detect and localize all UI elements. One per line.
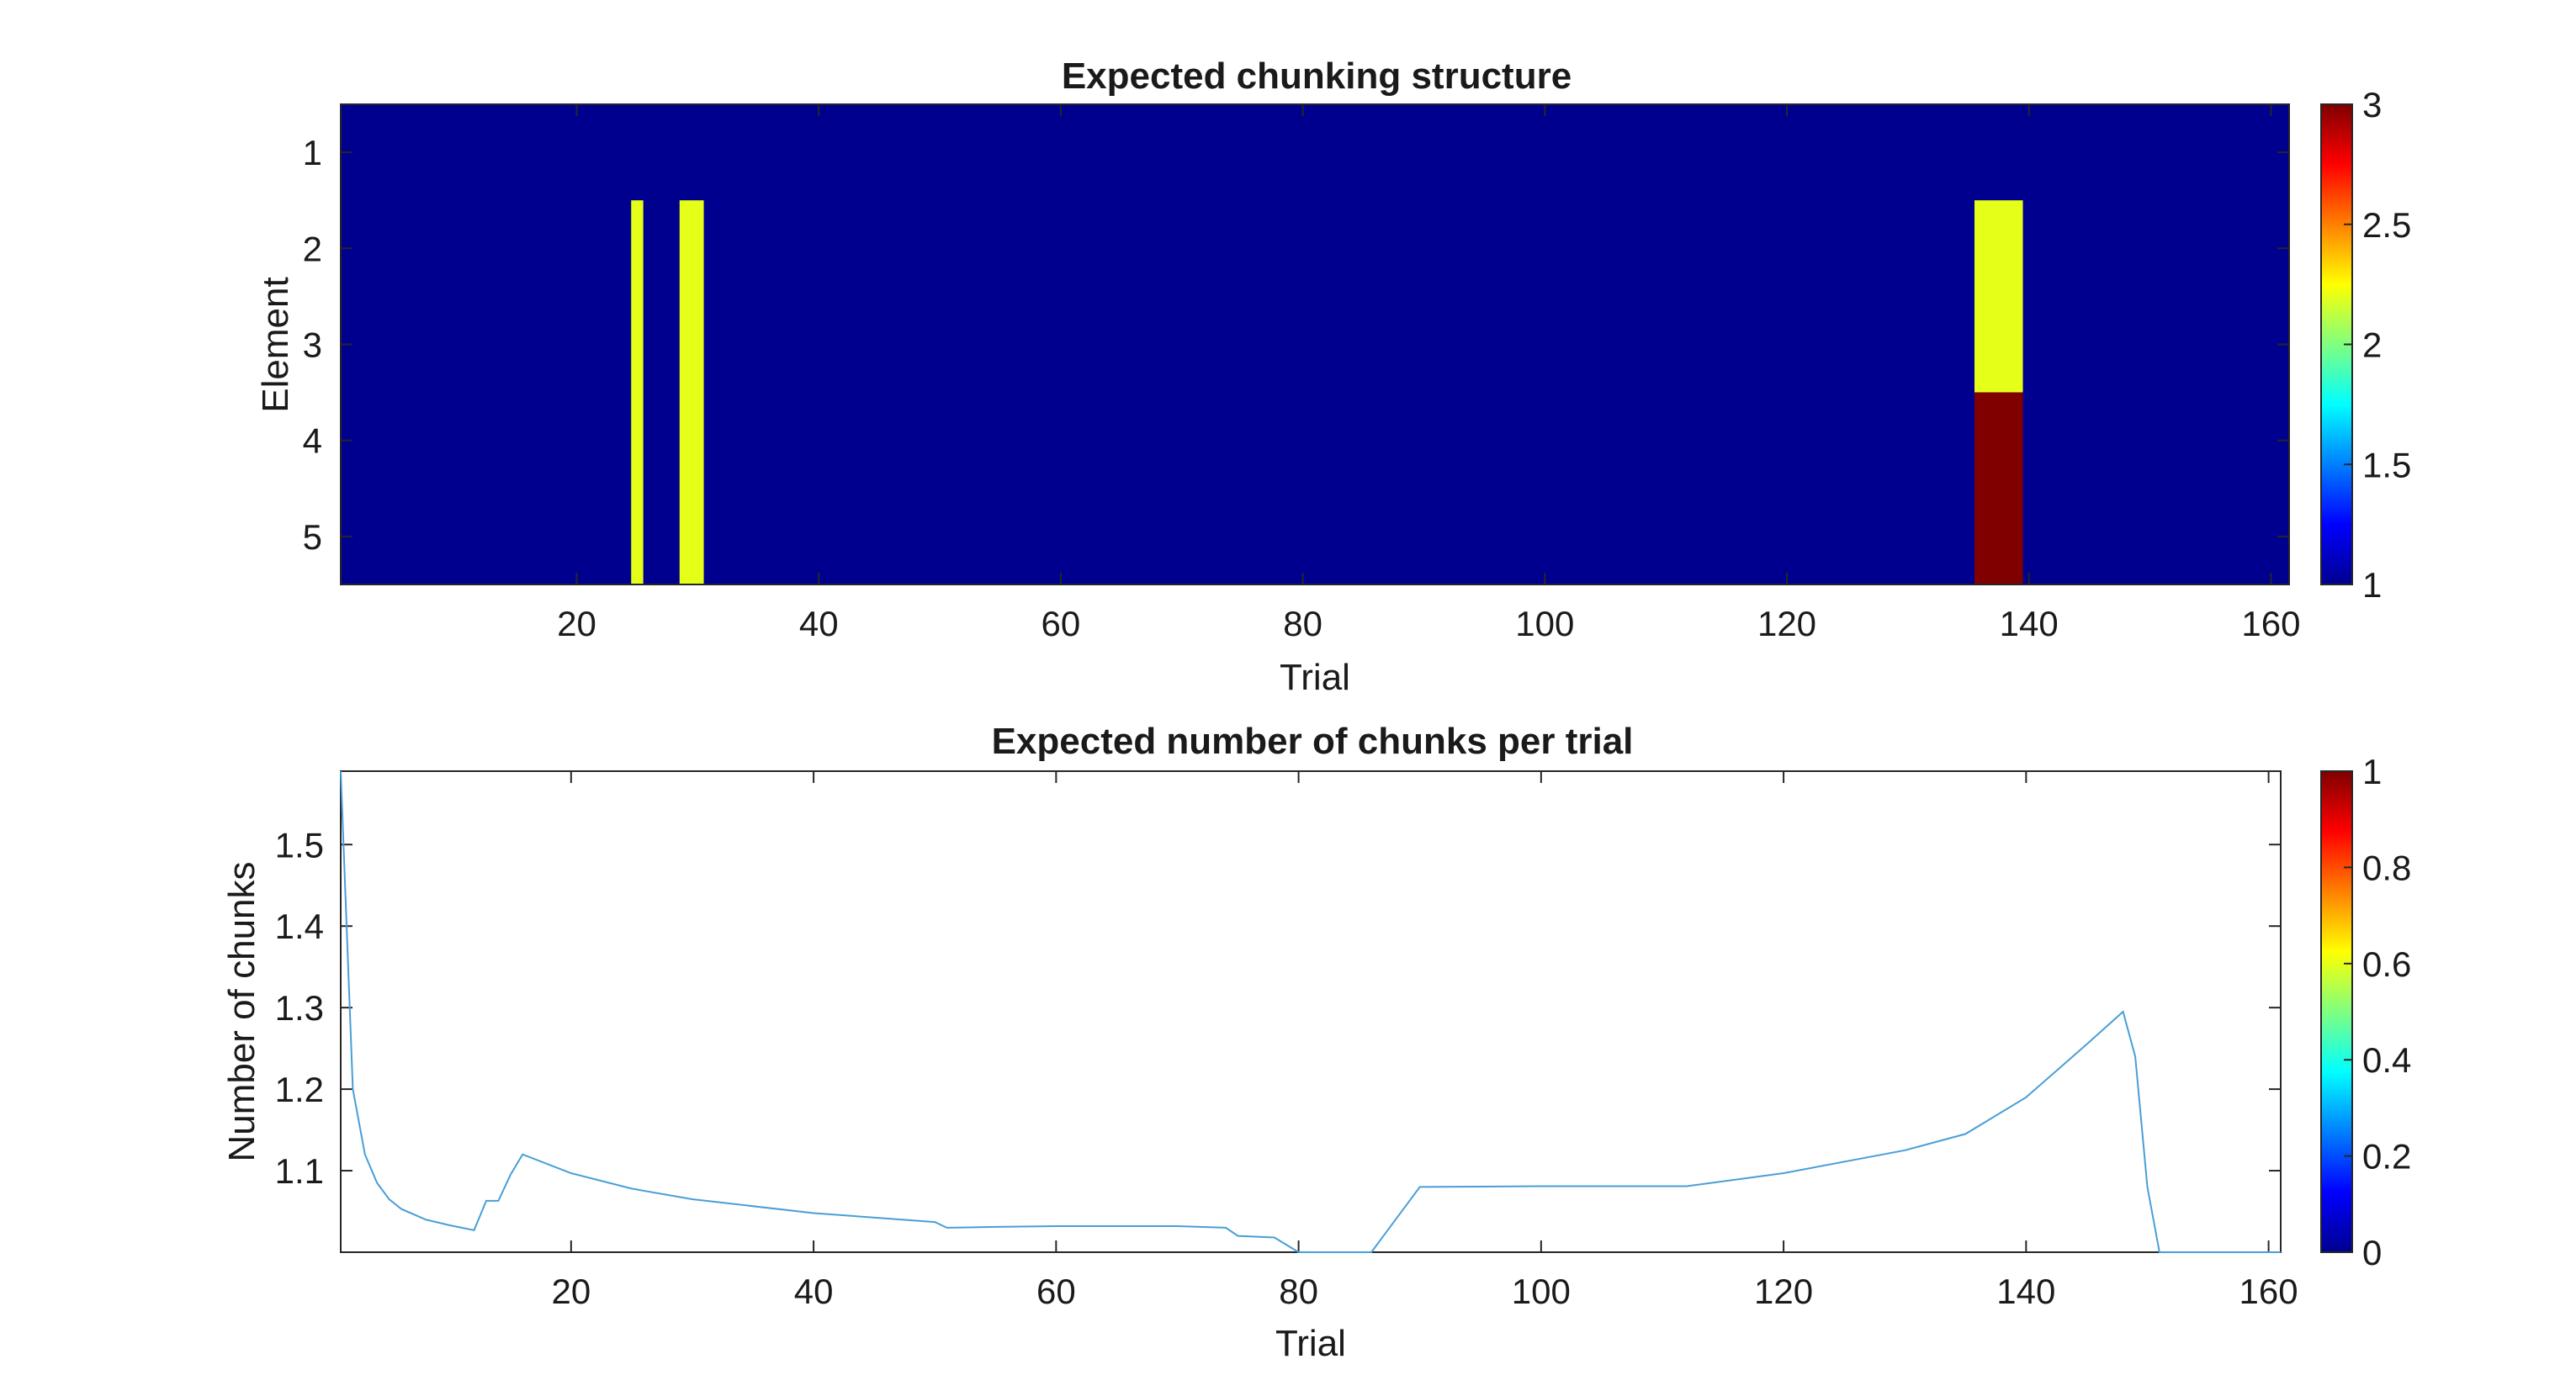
y-tick-label: 5	[303, 517, 322, 557]
colorbar-tick-label: 3	[2362, 85, 2382, 124]
line-panel: Expected number of chunks per trial 20 40…	[221, 721, 2411, 1364]
heatmap-cell	[1974, 200, 2023, 393]
x-tick-label: 100	[1512, 1272, 1571, 1311]
line-x-ticks: 20 40 60 80 100 120 140 160	[551, 771, 2298, 1311]
line-colorbar-ticks: 0 0.2 0.4 0.6 0.8 1	[2344, 752, 2411, 1272]
x-tick-label: 40	[799, 604, 839, 643]
heatmap-cell	[631, 200, 644, 584]
y-tick-label: 1.5	[275, 825, 324, 865]
x-tick-label: 140	[1996, 1272, 2055, 1311]
heatmap-cells	[631, 200, 2023, 584]
heatmap-y-ticks: 1 2 3 4 5	[303, 133, 2289, 557]
line-plot-area	[340, 770, 2282, 1253]
y-tick-label: 1.1	[275, 1151, 324, 1191]
x-tick-label: 120	[1757, 604, 1816, 643]
colorbar-tick-label: 2	[2362, 325, 2382, 365]
y-tick-label: 1.3	[275, 988, 324, 1028]
series-line	[340, 770, 2281, 1253]
line-colorbar	[2320, 770, 2353, 1253]
colorbar-tick-label: 1	[2362, 752, 2382, 791]
line-title: Expected number of chunks per trial	[992, 721, 1634, 762]
y-tick-label: 2	[303, 229, 322, 268]
heatmap-x-ticks: 20 40 60 80 100 120 140 160	[557, 104, 2300, 643]
x-tick-label: 160	[2241, 604, 2300, 643]
heatmap-background	[341, 104, 2289, 584]
colorbar-tick-label: 1.5	[2362, 445, 2411, 484]
x-tick-label: 140	[2000, 604, 2059, 643]
x-tick-label: 80	[1283, 604, 1322, 643]
x-tick-label: 20	[551, 1272, 591, 1311]
x-tick-label: 60	[1042, 604, 1081, 643]
colorbar-tick-label: 0.8	[2362, 848, 2411, 887]
x-tick-label: 80	[1279, 1272, 1318, 1311]
line-y-label: Number of chunks	[221, 861, 262, 1161]
colorbar-tick-label: 2.5	[2362, 205, 2411, 245]
x-tick-label: 60	[1036, 1272, 1076, 1311]
x-tick-label: 100	[1515, 604, 1574, 643]
y-tick-label: 4	[303, 421, 322, 461]
colorbar-tick-label: 0.6	[2362, 944, 2411, 984]
heatmap-y-label: Element	[255, 277, 296, 412]
colorbar-tick-label: 0.4	[2362, 1040, 2411, 1080]
colorbar-tick-label: 1	[2362, 565, 2382, 605]
y-tick-label: 1	[303, 133, 322, 172]
y-tick-label: 1.2	[275, 1070, 324, 1109]
x-tick-label: 20	[557, 604, 596, 643]
heatmap-title: Expected chunking structure	[1062, 56, 1572, 97]
heatmap-colorbar-ticks: 1 1.5 2 2.5 3	[2344, 85, 2411, 605]
line-y-ticks: 1.1 1.2 1.3 1.4 1.5	[275, 825, 2281, 1191]
heatmap-panel: Expected chunking structure 20 40 60 80 100 1…	[255, 56, 2411, 698]
heatmap-cell	[679, 200, 704, 584]
x-tick-label: 120	[1754, 1272, 1813, 1311]
y-tick-label: 1.4	[275, 907, 324, 946]
colorbar-tick-label: 0.2	[2362, 1137, 2411, 1177]
x-tick-label: 40	[794, 1272, 834, 1311]
y-tick-label: 3	[303, 325, 322, 365]
colorbar-tick-label: 0	[2362, 1233, 2382, 1272]
heatmap-x-label: Trial	[1280, 657, 1350, 698]
x-tick-label: 160	[2239, 1272, 2298, 1311]
line-x-label: Trial	[1275, 1323, 1346, 1364]
heatmap-cell	[1974, 392, 2023, 584]
